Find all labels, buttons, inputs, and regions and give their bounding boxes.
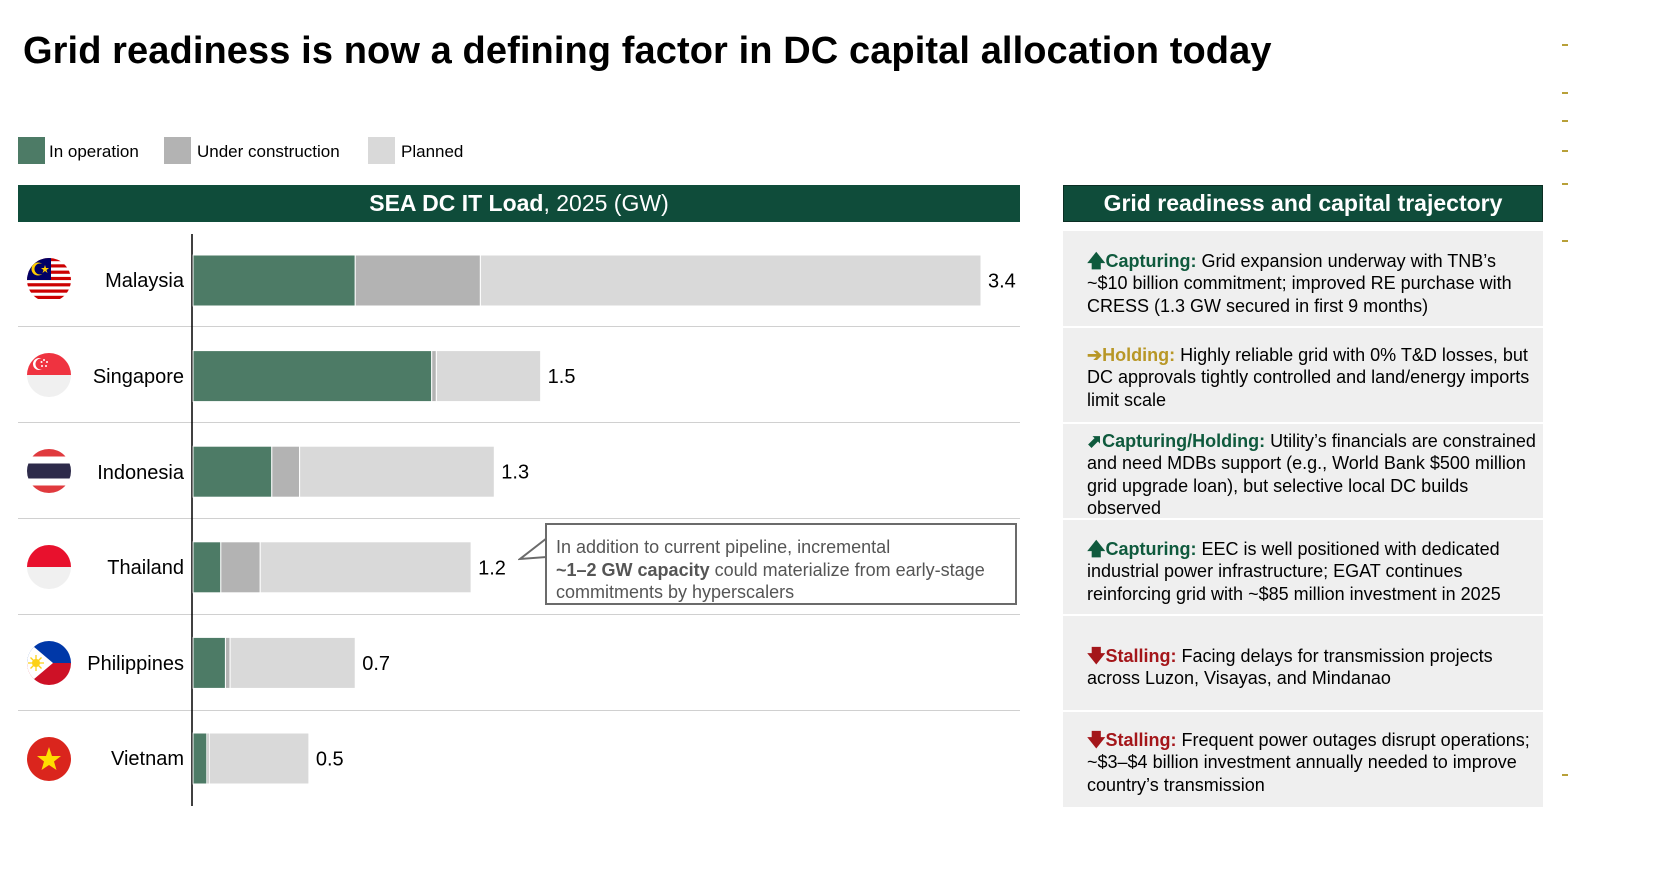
trajectory-malaysia: 🡅Capturing: Grid expansion underway with… xyxy=(1087,250,1539,317)
total-label-indonesia: 1.3 xyxy=(501,462,529,484)
status-label: Holding: xyxy=(1102,345,1176,365)
row-divider xyxy=(18,518,1020,519)
trajectory-text: EEC is well positioned with dedicated in… xyxy=(1087,539,1501,604)
legend-swatch-in-operation xyxy=(18,137,45,164)
trajectory-text: Frequent power outages disrupt operation… xyxy=(1087,730,1530,795)
malaysia-flag-icon xyxy=(27,258,71,302)
bar-thailand-planned xyxy=(259,541,472,594)
bar-thailand-under-construction xyxy=(220,541,261,594)
bar-singapore-planned xyxy=(435,350,542,403)
row-divider xyxy=(1063,422,1543,424)
vietnam-flag-icon xyxy=(27,737,71,781)
bar-indonesia-planned xyxy=(299,445,495,498)
bar-philippines-under-construction xyxy=(224,636,231,689)
callout-pointer xyxy=(518,537,548,561)
margin-tick xyxy=(1562,774,1568,776)
legend-label: In operation xyxy=(49,142,139,161)
bar-singapore-under-construction xyxy=(431,350,437,403)
status-label: Stalling: xyxy=(1105,646,1177,666)
page-title: Grid readiness is now a defining factor … xyxy=(23,30,1272,72)
bar-philippines-planned xyxy=(229,636,356,689)
status-label: Capturing: xyxy=(1105,539,1197,559)
status-label: Capturing/Holding: xyxy=(1102,431,1266,451)
arrow-up-right-icon: ⬈ xyxy=(1087,431,1103,451)
trajectory-text: Grid expansion underway with TNB’s ~$10 … xyxy=(1087,251,1512,316)
legend-swatch-under-construction xyxy=(164,137,191,164)
status-label: Capturing: xyxy=(1105,251,1197,271)
total-label-vietnam: 0.5 xyxy=(316,749,344,771)
trajectory-text: Facing delays for transmission projects … xyxy=(1087,646,1493,689)
country-label-thailand: Thailand xyxy=(107,557,184,579)
indonesia-flag-icon xyxy=(27,545,71,589)
margin-tick xyxy=(1562,120,1568,122)
margin-tick xyxy=(1562,183,1568,185)
row-divider xyxy=(18,326,1020,327)
bar-malaysia-in-operation xyxy=(192,254,356,307)
bar-philippines-in-operation xyxy=(192,636,226,689)
total-label-philippines: 0.7 xyxy=(362,653,390,675)
trajectory-thailand: 🡅Capturing: EEC is well positioned with … xyxy=(1087,538,1539,605)
bar-singapore-in-operation xyxy=(192,350,433,403)
callout-rest: could materialize from early-stage xyxy=(709,559,985,580)
row-divider xyxy=(1063,518,1543,520)
row-divider xyxy=(18,614,1020,615)
row-divider xyxy=(1063,326,1543,328)
trajectory-text: Highly reliable grid with 0% T&D losses,… xyxy=(1087,345,1530,410)
trajectory-indonesia: ⬈Capturing/Holding: Utility’s financials… xyxy=(1087,430,1539,520)
callout-line1: In addition to current pipeline, increme… xyxy=(556,537,891,557)
bar-thailand-in-operation xyxy=(192,541,222,594)
country-label-vietnam: Vietnam xyxy=(110,748,184,770)
legend-label: Under construction xyxy=(197,142,340,161)
callout-line2: ~1–2 GW capacity could materialize from … xyxy=(556,559,1006,582)
legend-swatch-planned xyxy=(368,137,395,164)
margin-tick xyxy=(1562,150,1568,152)
singapore-flag-icon xyxy=(27,353,71,397)
callout-box: In addition to current pipeline, increme… xyxy=(545,523,1017,605)
chart-header-bold: SEA DC IT Load xyxy=(369,190,544,216)
philippines-flag-icon xyxy=(27,641,71,685)
row-divider xyxy=(18,422,1020,423)
callout-bold: ~1–2 GW capacity xyxy=(556,559,710,580)
chart-header-rest: , 2025 (GW) xyxy=(543,190,669,216)
trajectory-vietnam: 🡇Stalling: Frequent power outages disrup… xyxy=(1087,729,1539,796)
total-label-singapore: 1.5 xyxy=(548,366,576,388)
row-divider xyxy=(1063,710,1543,712)
arrow-right-icon: ➔ xyxy=(1087,345,1103,365)
row-divider xyxy=(18,710,1020,711)
bar-indonesia-in-operation xyxy=(192,445,273,498)
margin-tick xyxy=(1562,240,1568,242)
bar-chart: 3.4 1.5 1.3 1.2 0.7 0.5 xyxy=(191,234,1016,806)
arrow-up-icon: 🡅 xyxy=(1087,539,1106,559)
trajectory-philippines: 🡇Stalling: Facing delays for transmissio… xyxy=(1087,645,1539,690)
chart-header: SEA DC IT Load, 2025 (GW) xyxy=(18,185,1020,222)
country-label-philippines: Philippines xyxy=(87,653,184,675)
arrow-down-icon: 🡇 xyxy=(1087,730,1106,750)
legend-label: Planned xyxy=(401,142,464,161)
bar-indonesia-under-construction xyxy=(271,445,301,498)
margin-tick xyxy=(1562,92,1568,94)
row-divider xyxy=(1063,614,1543,616)
bar-malaysia-planned xyxy=(479,254,982,307)
bar-malaysia-under-construction xyxy=(354,254,481,307)
arrow-up-icon: 🡅 xyxy=(1087,251,1106,271)
trajectory-text: Utility’s financials are constrained and… xyxy=(1087,431,1536,519)
total-label-malaysia: 3.4 xyxy=(988,271,1016,293)
bar-vietnam-in-operation xyxy=(192,732,208,785)
bar-vietnam-planned xyxy=(208,732,310,785)
trajectory-singapore: ➔Holding: Highly reliable grid with 0% T… xyxy=(1087,344,1539,411)
country-label-singapore: Singapore xyxy=(92,366,184,388)
thailand-flag-icon xyxy=(27,449,71,493)
status-label: Stalling: xyxy=(1105,730,1177,750)
margin-tick xyxy=(1562,44,1568,46)
trajectory-header: Grid readiness and capital trajectory xyxy=(1063,185,1543,222)
country-label-malaysia: Malaysia xyxy=(105,270,184,292)
country-label-indonesia: Indonesia xyxy=(97,462,184,484)
arrow-down-icon: 🡇 xyxy=(1087,646,1106,666)
callout-line3: commitments by hyperscalers xyxy=(556,582,795,603)
total-label-thailand: 1.2 xyxy=(478,557,506,579)
